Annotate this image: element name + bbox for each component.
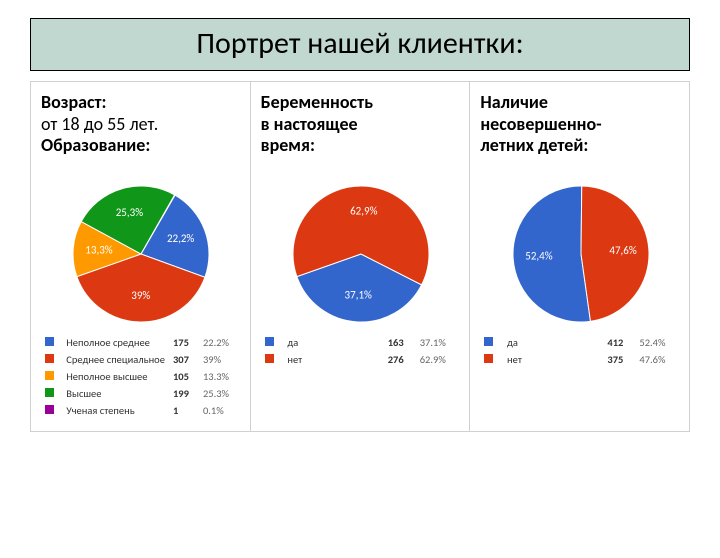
- legend-pct: 22.2%: [199, 334, 242, 351]
- pie-svg: 22,2% 39% 13,3% 25,3%: [69, 182, 213, 326]
- legend-swatch: [484, 354, 493, 363]
- legend-count: 375: [603, 351, 635, 368]
- pie-slice-label: 52,4%: [525, 249, 552, 262]
- pie-chart: 52,4% 47,6%: [480, 182, 681, 326]
- header-line: Беременность: [261, 92, 462, 114]
- pie-slice-label: 37,1%: [345, 289, 372, 302]
- pie-svg: 52,4% 47,6%: [509, 182, 653, 326]
- legend-row: нет27662.9%: [261, 351, 462, 368]
- legend-row: да16337.1%: [261, 334, 462, 351]
- legend-pct: 25.3%: [199, 385, 242, 402]
- legend-swatch: [45, 371, 54, 380]
- legend-label: Ученая степень: [62, 402, 169, 419]
- legend-pct: 47.6%: [635, 351, 681, 368]
- pie-chart: 37,1% 62,9%: [261, 182, 462, 326]
- legend-label: да: [503, 334, 603, 351]
- legend-swatch: [45, 354, 54, 363]
- legend-count: 163: [384, 334, 416, 351]
- columns-container: Возраст:от 18 до 55 лет.Образование: 22,…: [30, 81, 690, 432]
- col-header: Возраст:от 18 до 55 лет.Образование:: [41, 92, 242, 178]
- legend-label: нет: [503, 351, 603, 368]
- col-header: Беременностьв настоящеевремя:: [261, 92, 462, 178]
- pie-slice-label: 47,6%: [609, 244, 636, 257]
- column-education: Возраст:от 18 до 55 лет.Образование: 22,…: [31, 82, 251, 431]
- legend-swatch: [45, 388, 54, 397]
- legend-label: Неполное среднее: [62, 334, 169, 351]
- legend-label: Неполное высшее: [62, 368, 169, 385]
- legend-count: 105: [169, 368, 199, 385]
- legend: Неполное среднее17522.2%Среднее специаль…: [41, 334, 242, 419]
- legend-label: да: [283, 334, 383, 351]
- header-line: Возраст:: [41, 92, 242, 114]
- header-line: несовершенно-: [480, 114, 681, 136]
- legend-pct: 62.9%: [416, 351, 462, 368]
- page-title: Портрет нашей клиентки:: [30, 18, 690, 71]
- legend-table: Неполное среднее17522.2%Среднее специаль…: [41, 334, 242, 419]
- pie-slice-label: 62,9%: [350, 205, 377, 218]
- legend-count: 1: [169, 402, 199, 419]
- header-line: в настоящее: [261, 114, 462, 136]
- legend-row: да41252.4%: [480, 334, 681, 351]
- pie-chart: 22,2% 39% 13,3% 25,3%: [41, 182, 242, 326]
- legend-label: Высшее: [62, 385, 169, 402]
- legend-table: да41252.4%нет37547.6%: [480, 334, 681, 368]
- legend-swatch: [45, 405, 54, 414]
- legend: да41252.4%нет37547.6%: [480, 334, 681, 368]
- pie-svg: 37,1% 62,9%: [289, 182, 433, 326]
- legend-count: 199: [169, 385, 199, 402]
- header-line: Образование:: [41, 135, 242, 157]
- legend-pct: 0.1%: [199, 402, 242, 419]
- legend-pct: 13.3%: [199, 368, 242, 385]
- legend-pct: 52.4%: [635, 334, 681, 351]
- header-line: Наличие: [480, 92, 681, 114]
- legend-swatch: [265, 354, 274, 363]
- legend-row: нет37547.6%: [480, 351, 681, 368]
- header-line: от 18 до 55 лет.: [41, 114, 242, 136]
- header-line: время:: [261, 135, 462, 157]
- legend-count: 276: [384, 351, 416, 368]
- legend-count: 307: [169, 351, 199, 368]
- column-children: Наличиенесовершенно-летних детей: 52,4% 4…: [470, 82, 689, 431]
- legend-row: Среднее специальное30739%: [41, 351, 242, 368]
- legend-swatch: [45, 337, 54, 346]
- legend-swatch: [484, 337, 493, 346]
- col-header: Наличиенесовершенно-летних детей:: [480, 92, 681, 178]
- legend-row: Неполное высшее10513.3%: [41, 368, 242, 385]
- legend: да16337.1%нет27662.9%: [261, 334, 462, 368]
- legend-count: 175: [169, 334, 199, 351]
- header-line: летних детей:: [480, 135, 681, 157]
- legend-pct: 39%: [199, 351, 242, 368]
- legend-row: Высшее19925.3%: [41, 385, 242, 402]
- pie-slice-label: 25,3%: [116, 206, 143, 219]
- legend-row: Ученая степень10.1%: [41, 402, 242, 419]
- legend-pct: 37.1%: [416, 334, 462, 351]
- legend-label: Среднее специальное: [62, 351, 169, 368]
- pie-slice-label: 13,3%: [86, 243, 113, 256]
- legend-count: 412: [603, 334, 635, 351]
- legend-table: да16337.1%нет27662.9%: [261, 334, 462, 368]
- pie-slice-label: 22,2%: [167, 232, 194, 245]
- column-pregnancy: Беременностьв настоящеевремя: 37,1% 62,9%…: [251, 82, 471, 431]
- legend-row: Неполное среднее17522.2%: [41, 334, 242, 351]
- pie-slice-label: 39%: [132, 289, 151, 302]
- legend-label: нет: [283, 351, 383, 368]
- legend-swatch: [265, 337, 274, 346]
